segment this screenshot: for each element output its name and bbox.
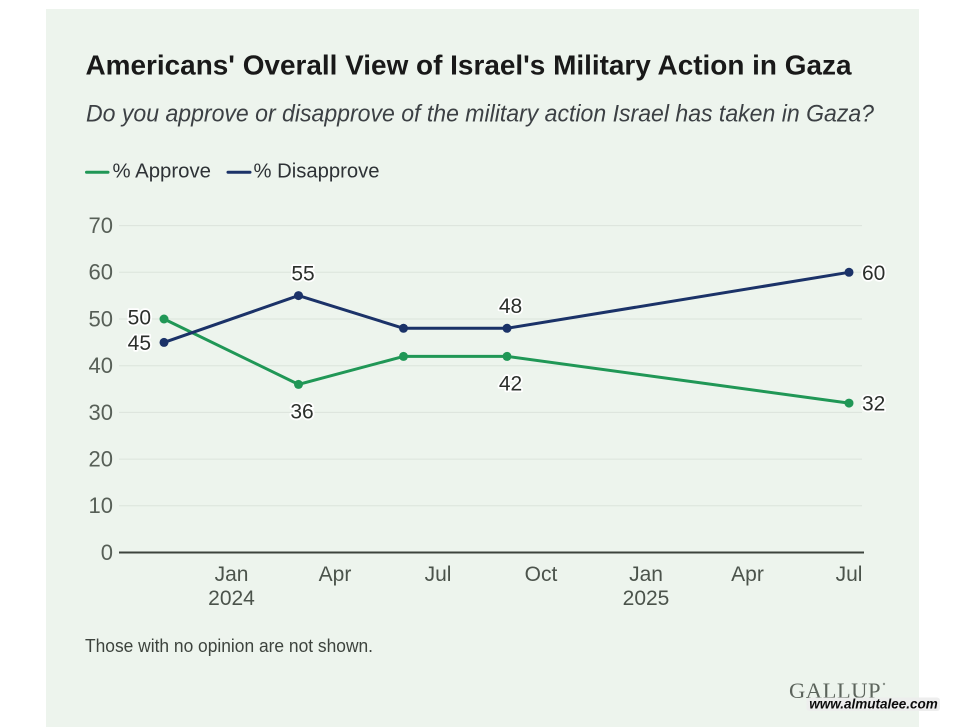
- svg-text:Americans' Overall View of Isr: Americans' Overall View of Israel's Mili…: [86, 50, 852, 81]
- svg-text:50: 50: [89, 306, 113, 331]
- svg-text:Apr: Apr: [731, 563, 764, 586]
- svg-text:45: 45: [128, 332, 151, 355]
- svg-text:20: 20: [89, 447, 113, 472]
- svg-text:Jan: Jan: [215, 563, 249, 586]
- svg-text:Jul: Jul: [425, 563, 452, 586]
- svg-text:% Approve: % Approve: [113, 160, 212, 182]
- svg-text:10: 10: [89, 493, 113, 518]
- svg-text:Do you approve or disapprove o: Do you approve or disapprove of the mili…: [86, 101, 875, 128]
- svg-text:36: 36: [290, 401, 313, 424]
- svg-text:30: 30: [89, 400, 113, 425]
- svg-text:Oct: Oct: [525, 563, 558, 586]
- svg-text:70: 70: [89, 213, 113, 238]
- svg-text:60: 60: [89, 260, 113, 285]
- svg-text:42: 42: [499, 373, 522, 396]
- svg-text:2025: 2025: [623, 587, 670, 610]
- svg-text:48: 48: [499, 295, 522, 318]
- svg-text:40: 40: [89, 353, 113, 378]
- svg-text:0: 0: [101, 540, 113, 565]
- svg-text:60: 60: [862, 262, 885, 285]
- svg-text:Those with no opinion are not: Those with no opinion are not shown.: [85, 636, 373, 656]
- svg-text:50: 50: [128, 307, 151, 330]
- svg-text:2024: 2024: [208, 587, 255, 610]
- svg-text:32: 32: [862, 393, 885, 416]
- svg-text:Jul: Jul: [836, 563, 863, 586]
- svg-text:Jan: Jan: [629, 563, 663, 586]
- svg-text:www.almutalee.com: www.almutalee.com: [809, 696, 938, 711]
- svg-text:% Disapprove: % Disapprove: [254, 160, 380, 182]
- svg-text:55: 55: [291, 263, 314, 286]
- svg-text:Apr: Apr: [319, 563, 352, 586]
